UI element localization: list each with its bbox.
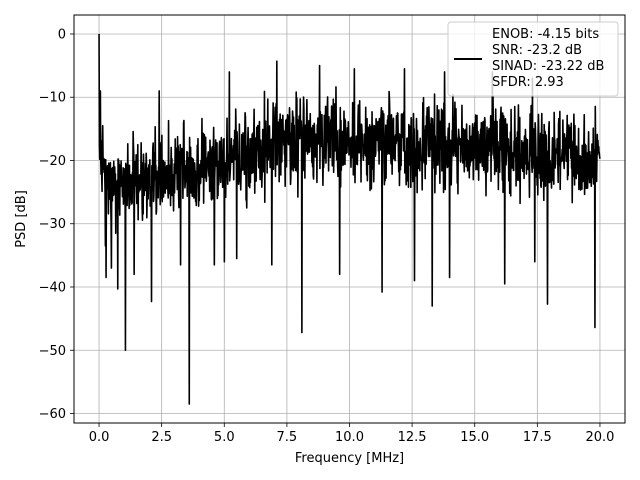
y-axis-label: PSD [dB] xyxy=(14,190,29,248)
legend-line-sfdr: SFDR: 2.93 xyxy=(492,75,564,90)
legend: ENOB: -4.15 bits SNR: -23.2 dB SINAD: -2… xyxy=(447,21,619,97)
series-layer xyxy=(98,33,601,405)
x-tick-label: 0.0 xyxy=(89,430,110,445)
y-tick-label: −30 xyxy=(39,217,66,232)
y-tick-label: −60 xyxy=(39,407,66,422)
legend-line-sinad: SINAD: -23.22 dB xyxy=(492,59,604,74)
legend-line-enob: ENOB: -4.15 bits xyxy=(492,27,599,42)
x-tick-label: 15.0 xyxy=(460,430,489,445)
grid-lines xyxy=(74,15,625,423)
legend-line-snr: SNR: -23.2 dB xyxy=(492,43,582,58)
x-axis: 0.0 2.5 5.0 7.5 10.0 12.5 15.0 17.5 20.0 xyxy=(89,423,614,445)
x-tick-label: 7.5 xyxy=(277,430,298,445)
y-tick-label: 0 xyxy=(58,27,66,42)
legend-box xyxy=(447,21,619,97)
y-tick-label: −40 xyxy=(39,281,66,296)
x-tick-label: 5.0 xyxy=(214,430,235,445)
x-tick-label: 20.0 xyxy=(585,430,614,445)
y-tick-label: −50 xyxy=(39,344,66,359)
x-tick-label: 12.5 xyxy=(398,430,427,445)
x-tick-label: 17.5 xyxy=(523,430,552,445)
y-tick-label: −10 xyxy=(39,91,66,106)
y-tick-label: −20 xyxy=(39,154,66,169)
x-axis-label: Frequency [MHz] xyxy=(295,451,404,466)
x-tick-label: 2.5 xyxy=(151,430,172,445)
x-tick-label: 10.0 xyxy=(335,430,364,445)
psd-series-line xyxy=(98,33,601,405)
y-axis: 0 −10 −20 −30 −40 −50 −60 xyxy=(39,27,74,422)
